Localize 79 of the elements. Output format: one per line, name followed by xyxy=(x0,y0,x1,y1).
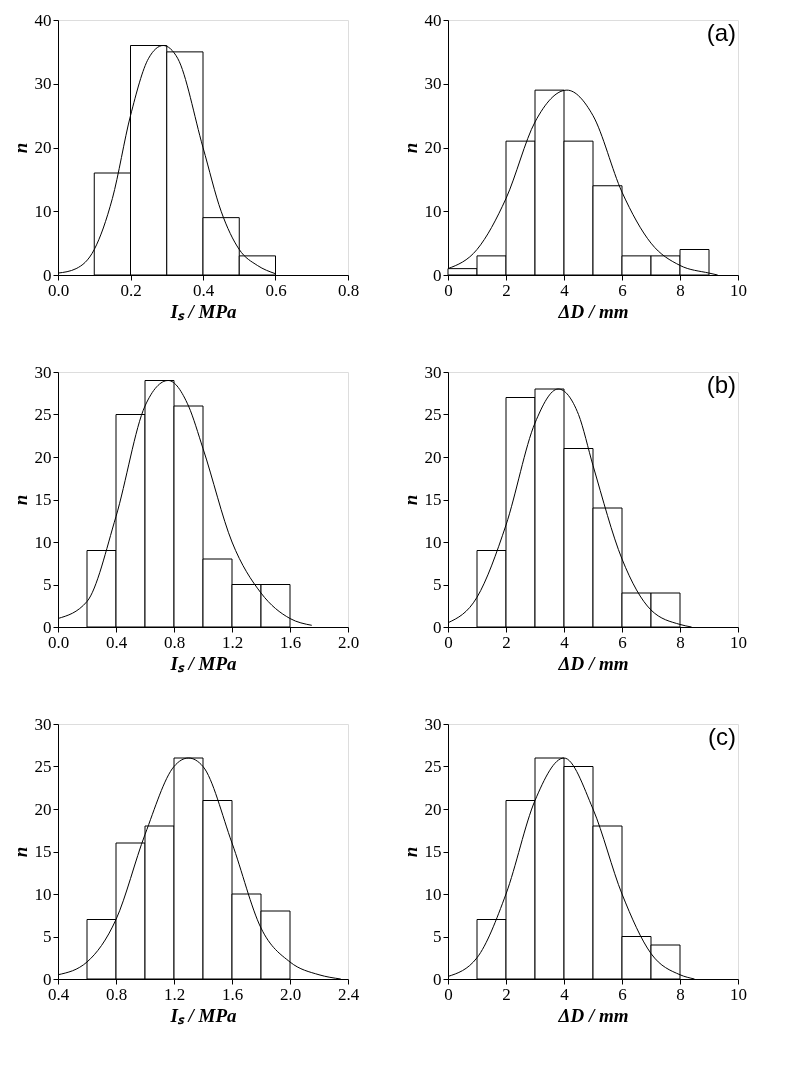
x-axis-title: Iₛ / MPa xyxy=(169,652,238,674)
x-tick-label: 10 xyxy=(730,984,747,1004)
x-tick-label: 0.8 xyxy=(337,280,360,300)
x-tick-label: 10 xyxy=(730,632,747,652)
y-axis-title: n xyxy=(399,142,421,154)
y-axis-title: n xyxy=(9,142,31,154)
y-tick-label: 5 xyxy=(433,927,442,946)
x-axis-title: ΔD / mm xyxy=(557,1004,629,1026)
y-axis-title: n xyxy=(399,846,421,858)
y-tick-label: 25 xyxy=(424,405,442,424)
x-tick-label: 6 xyxy=(618,632,627,652)
x-tick-label: 8 xyxy=(676,280,685,300)
y-tick-label: 40 xyxy=(34,10,52,30)
y-axis-title: n xyxy=(9,494,31,506)
x-axis-title: ΔD / mm xyxy=(557,652,629,674)
y-tick-label: 30 xyxy=(34,74,52,94)
y-tick-label: 30 xyxy=(34,362,52,382)
y-tick-label: 30 xyxy=(424,74,442,94)
x-tick-label: 2 xyxy=(502,280,511,300)
x-tick-label: 8 xyxy=(676,632,685,652)
y-tick-label: 10 xyxy=(424,884,442,904)
y-tick-label: 20 xyxy=(34,447,52,467)
x-tick-label: 0.8 xyxy=(163,632,186,652)
x-tick-label: 1.2 xyxy=(163,984,186,1004)
x-tick-label: 1.6 xyxy=(279,632,302,652)
x-tick-label: 0.4 xyxy=(192,280,215,300)
y-tick-label: 15 xyxy=(424,490,442,509)
y-tick-label: 30 xyxy=(424,362,442,382)
y-tick-label: 20 xyxy=(424,799,442,819)
y-tick-label: 0 xyxy=(433,265,442,285)
y-tick-label: 10 xyxy=(34,884,52,904)
y-tick-label: 15 xyxy=(34,842,52,861)
x-tick-label: 6 xyxy=(618,984,627,1004)
y-tick-label: 10 xyxy=(424,201,442,221)
annotation: (a) xyxy=(706,19,736,46)
y-tick-label: 15 xyxy=(424,842,442,861)
x-tick-label: 0.6 xyxy=(265,280,287,300)
y-tick-label: 25 xyxy=(424,757,442,776)
x-tick-label: 8 xyxy=(676,984,685,1004)
y-tick-label: 5 xyxy=(433,575,442,594)
x-tick-label: 2 xyxy=(502,984,511,1004)
x-axis-title: ΔD / mm xyxy=(557,300,629,322)
y-tick-label: 5 xyxy=(43,927,52,946)
x-tick-label: 6 xyxy=(618,280,627,300)
x-tick-label: 10 xyxy=(730,280,747,300)
annotation: (c) xyxy=(708,723,736,750)
x-tick-label: 1.2 xyxy=(221,632,244,652)
annotation: (b) xyxy=(706,371,736,398)
y-tick-label: 10 xyxy=(34,532,52,552)
y-tick-label: 25 xyxy=(34,405,52,424)
y-tick-label: 15 xyxy=(34,490,52,509)
y-tick-label: 0 xyxy=(433,969,442,989)
x-tick-label: 2.0 xyxy=(337,632,360,652)
y-tick-label: 20 xyxy=(424,138,442,157)
y-tick-label: 25 xyxy=(34,757,52,776)
y-tick-label: 5 xyxy=(43,575,52,594)
x-tick-label: 4 xyxy=(560,632,570,652)
x-tick-label: 1.6 xyxy=(221,984,244,1004)
x-tick-label: 2.4 xyxy=(337,984,360,1004)
y-tick-label: 20 xyxy=(424,447,442,467)
y-tick-label: 30 xyxy=(424,714,442,734)
y-tick-label: 0 xyxy=(433,617,442,637)
y-tick-label: 10 xyxy=(424,532,442,552)
y-axis-title: n xyxy=(9,846,31,858)
x-tick-label: 0.8 xyxy=(105,984,128,1004)
y-tick-label: 20 xyxy=(34,138,52,157)
x-tick-label: 0.4 xyxy=(105,632,128,652)
y-tick-label: 20 xyxy=(34,799,52,819)
x-tick-label: 2.0 xyxy=(279,984,302,1004)
x-tick-label: 0.2 xyxy=(120,280,142,300)
y-tick-label: 30 xyxy=(34,714,52,734)
x-tick-label: 4 xyxy=(560,984,570,1004)
y-tick-label: 10 xyxy=(34,201,52,221)
x-axis-title: Iₛ / MPa xyxy=(169,1004,238,1026)
y-axis-title: n xyxy=(399,494,421,506)
x-tick-label: 4 xyxy=(560,280,570,300)
x-tick-label: 2 xyxy=(502,632,511,652)
y-tick-label: 40 xyxy=(424,10,442,30)
x-axis-title: Iₛ / MPa xyxy=(169,300,238,322)
